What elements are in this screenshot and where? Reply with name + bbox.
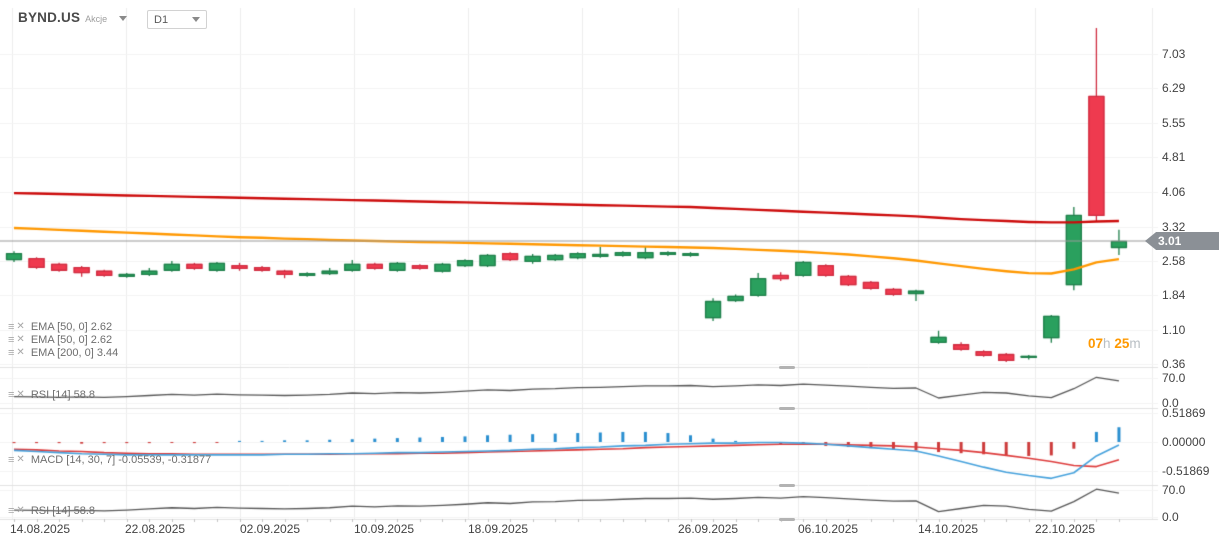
- indicator-remove-icon[interactable]: ✕: [16, 505, 25, 516]
- timeframe-caret-icon: [192, 17, 200, 22]
- indicator-label: EMA [200, 0] 3.44: [30, 347, 119, 359]
- price-tick-label: 3.32: [1162, 219, 1186, 234]
- timer-hours-unit: h: [1103, 336, 1111, 351]
- date-label: 14.08.2025: [10, 522, 71, 536]
- timer-hours: 07: [1088, 336, 1104, 351]
- date-label: 18.09.2025: [468, 522, 529, 536]
- indicator-settings-icon[interactable]: ≡: [8, 505, 15, 517]
- timer-minutes: 25: [1114, 336, 1130, 351]
- price-tick-label: 4.81: [1162, 150, 1186, 165]
- session-countdown-timer: 07h 25m: [1088, 336, 1141, 351]
- indicator-remove-icon[interactable]: ✕: [16, 321, 25, 332]
- indicator-label: EMA [50, 0] 2.62: [30, 321, 113, 333]
- rsi-tick-label: 0.0: [1162, 396, 1179, 410]
- price-tick-label: 2.58: [1162, 253, 1186, 268]
- date-label: 10.09.2025: [354, 522, 415, 536]
- rsi-tick-label: 0.0: [1162, 510, 1179, 524]
- panel-resize-handle[interactable]: [779, 484, 795, 487]
- panel-resize-handle[interactable]: [779, 366, 795, 369]
- price-tick-label: 4.06: [1162, 185, 1186, 200]
- timer-minutes-unit: m: [1129, 336, 1141, 351]
- timeframe-value: D1: [154, 13, 169, 26]
- timeframe-dropdown[interactable]: D1: [147, 10, 207, 29]
- macd-tick-label: 0.00000: [1162, 435, 1206, 449]
- price-tick-label: 1.10: [1162, 322, 1186, 337]
- indicator-label: RSI [14] 58.8: [30, 505, 96, 517]
- legend-row-rsi-top: ≡ ✕ RSI [14] 58.8: [8, 389, 95, 401]
- indicator-remove-icon[interactable]: ✕: [16, 334, 25, 345]
- legend-row-ema200: ≡ ✕ EMA [200, 0] 3.44: [8, 347, 118, 359]
- macd-tick-label: 0.51869: [1162, 406, 1206, 420]
- date-label: 26.09.2025: [678, 522, 739, 536]
- indicator-remove-icon[interactable]: ✕: [16, 389, 25, 400]
- indicator-label: EMA [50, 0] 2.62: [30, 334, 113, 346]
- symbol-header[interactable]: BYND.US Akcje: [18, 10, 128, 25]
- indicator-settings-icon[interactable]: ≡: [8, 389, 15, 401]
- indicator-label: RSI [14] 58.8: [30, 389, 96, 401]
- indicator-remove-icon[interactable]: ✕: [16, 347, 25, 358]
- date-label: 02.09.2025: [240, 522, 301, 536]
- indicator-settings-icon[interactable]: ≡: [8, 454, 15, 466]
- indicator-remove-icon[interactable]: ✕: [16, 454, 25, 465]
- price-tick-label: 6.29: [1162, 81, 1186, 96]
- legend-row-macd: ≡ ✕ MACD [14, 30, 7] -0.05539, -0.31877: [8, 454, 211, 466]
- price-tick-label: 5.55: [1162, 115, 1186, 130]
- price-tick-label: 0.36: [1162, 357, 1186, 372]
- legend-row-rsi-bottom: ≡ ✕ RSI [14] 58.8: [8, 505, 95, 517]
- price-tick-label: 1.84: [1162, 288, 1186, 303]
- market-type-label: Akcje: [85, 14, 108, 24]
- indicator-settings-icon[interactable]: ≡: [8, 321, 15, 333]
- date-label: 22.10.2025: [1035, 522, 1096, 536]
- symbol-dropdown-caret-icon[interactable]: [119, 16, 128, 21]
- indicator-label: MACD [14, 30, 7] -0.05539, -0.31877: [30, 454, 212, 466]
- current-price-badge: 3.01: [1145, 232, 1219, 250]
- rsi-tick-label: 70.0: [1162, 371, 1186, 385]
- date-label: 22.08.2025: [125, 522, 186, 536]
- macd-tick-label: -0.51869: [1162, 463, 1210, 478]
- symbol-name: BYND.US: [18, 10, 81, 25]
- indicator-settings-icon[interactable]: ≡: [8, 347, 15, 359]
- price-tick-label: 7.03: [1162, 47, 1186, 62]
- rsi-tick-label: 70.0: [1162, 483, 1186, 497]
- panel-resize-handle[interactable]: [779, 407, 795, 410]
- legend-row-ema50-a: ≡ ✕ EMA [50, 0] 2.62: [8, 321, 112, 333]
- panel-resize-handle[interactable]: [779, 518, 795, 521]
- legend-row-ema50-b: ≡ ✕ EMA [50, 0] 2.62: [8, 334, 112, 346]
- date-label: 06.10.2025: [798, 522, 859, 536]
- indicator-settings-icon[interactable]: ≡: [8, 334, 15, 346]
- date-label: 14.10.2025: [918, 522, 979, 536]
